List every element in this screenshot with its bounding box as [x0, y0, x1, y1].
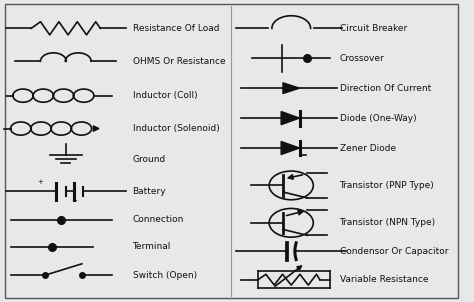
Text: Terminal: Terminal	[133, 242, 171, 251]
Text: Connection: Connection	[133, 215, 184, 224]
Polygon shape	[283, 83, 300, 94]
Text: Direction Of Current: Direction Of Current	[339, 84, 431, 93]
Text: Condensor Or Capacitor: Condensor Or Capacitor	[339, 247, 448, 256]
Text: Ground: Ground	[133, 156, 166, 165]
Text: −: −	[72, 198, 77, 204]
Text: Zener Diode: Zener Diode	[339, 143, 396, 153]
Polygon shape	[281, 141, 300, 155]
Text: Crossover: Crossover	[339, 54, 384, 63]
Text: Circuit Breaker: Circuit Breaker	[339, 24, 407, 33]
Text: +: +	[37, 179, 44, 185]
Text: Transistor (PNP Type): Transistor (PNP Type)	[339, 181, 434, 190]
Text: Inductor (Solenoid): Inductor (Solenoid)	[133, 124, 219, 133]
Polygon shape	[281, 111, 300, 125]
Text: Variable Resistance: Variable Resistance	[339, 275, 428, 284]
Text: Switch (Open): Switch (Open)	[133, 271, 197, 280]
Text: Inductor (Coll): Inductor (Coll)	[133, 91, 197, 100]
Text: Diode (One-Way): Diode (One-Way)	[339, 114, 416, 123]
Text: Resistance Of Load: Resistance Of Load	[133, 24, 219, 33]
Text: OHMS Or Resistance: OHMS Or Resistance	[133, 57, 225, 66]
Text: Battery: Battery	[133, 187, 166, 196]
Text: Transistor (NPN Type): Transistor (NPN Type)	[339, 218, 436, 227]
